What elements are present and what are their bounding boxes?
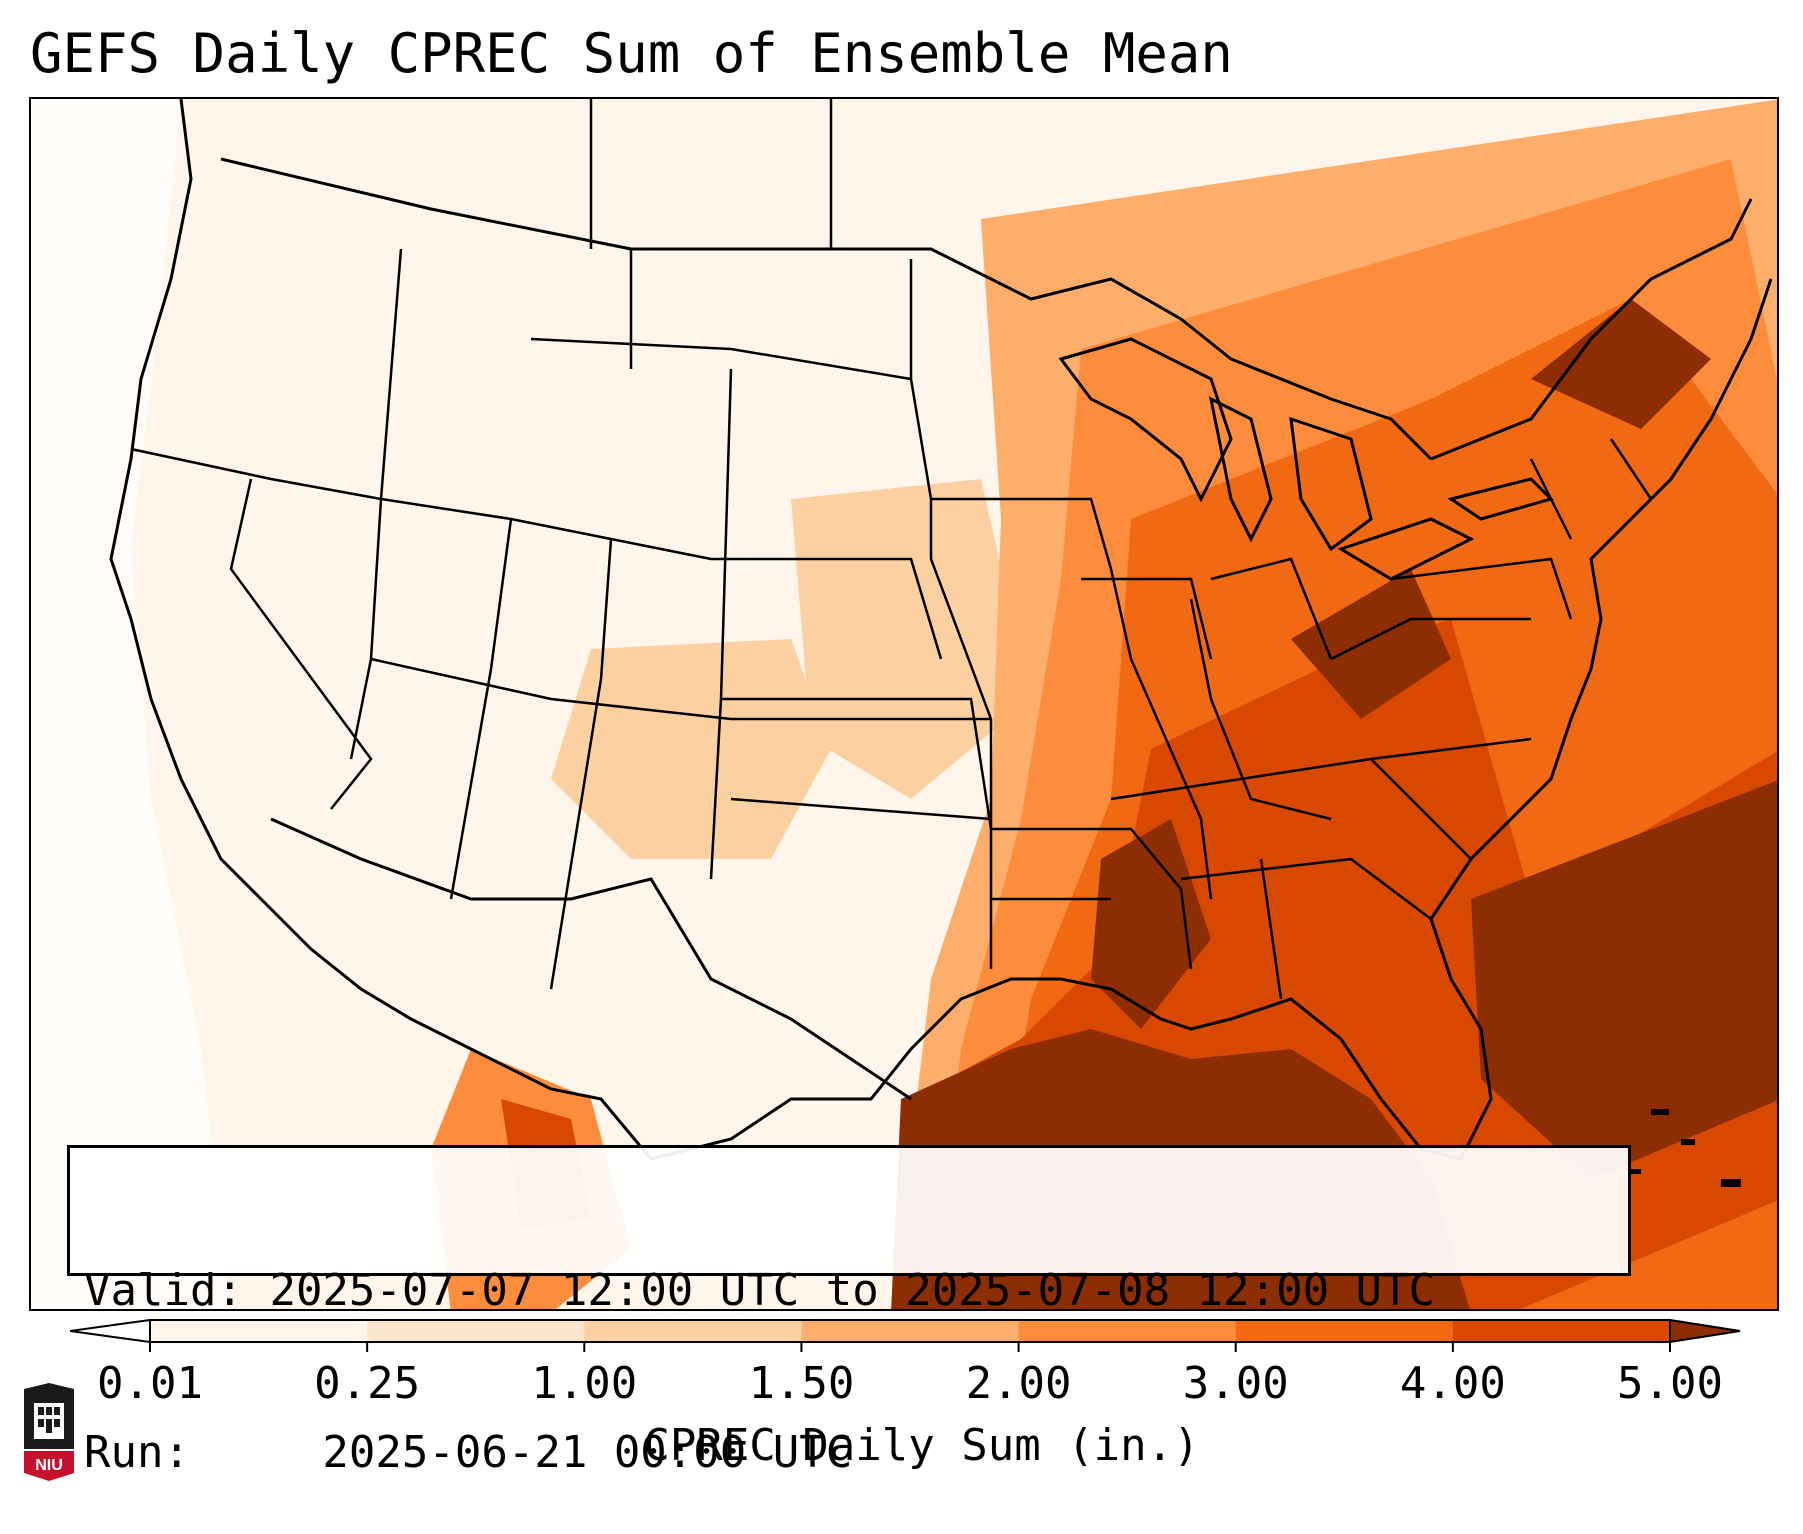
colorbar-segment <box>801 1320 1020 1342</box>
run-value: 2025-06-21 00:00 UTC <box>322 1427 853 1478</box>
run-label: Run: <box>84 1427 190 1478</box>
colorbar-segment <box>1452 1320 1671 1342</box>
colorbar-segment <box>150 1320 368 1342</box>
colorbar-segment <box>1018 1320 1237 1342</box>
colorbar-title: CPREC Daily Sum (in.) <box>643 1420 1200 1471</box>
colorbar-over-triangle <box>1669 1318 1741 1344</box>
colorbar-tick-label: 4.00 <box>1399 1358 1506 1409</box>
precip-mississippi-max <box>1091 819 1211 1029</box>
caribbean-islands <box>1631 1109 1741 1187</box>
valid-label: Valid: <box>84 1265 243 1316</box>
valid-line: Valid: 2025-07-07 12:00 UTC to 2025-07-0… <box>84 1264 1614 1318</box>
colorbar-tick-label: 5.00 <box>1617 1358 1723 1409</box>
figure-title: GEFS Daily CPREC Sum of Ensemble Mean <box>30 22 1233 85</box>
colorbar-tick-label: 2.00 <box>965 1358 1072 1409</box>
university-building-icon: NIU <box>24 1383 74 1481</box>
valid-run-info-box: Valid: 2025-07-07 12:00 UTC to 2025-07-0… <box>67 1145 1631 1478</box>
colorbar-under-triangle <box>70 1318 151 1344</box>
colorbar-tick-label: 0.25 <box>314 1358 421 1409</box>
colorbar-segment <box>584 1320 802 1342</box>
run-line: Run: 2025-06-21 00:00 UTC <box>84 1426 1614 1480</box>
colorbar <box>70 1318 1741 1352</box>
valid-value: 2025-07-07 12:00 UTC to 2025-07-08 12:00… <box>269 1265 1436 1316</box>
colorbar-outline <box>149 1319 1671 1343</box>
colorbar-segment <box>367 1320 585 1342</box>
precip-northeast-max <box>1531 299 1711 429</box>
precip-colorado-band <box>551 639 831 859</box>
precip-ohio-valley-max <box>1291 569 1451 719</box>
precip-pacific-low <box>31 99 231 1309</box>
precipitation-map <box>29 97 1779 1311</box>
colorbar-segment <box>1235 1320 1454 1342</box>
colorbar-tick-label: 1.00 <box>531 1358 638 1409</box>
precip-atlantic-max <box>1471 780 1777 1179</box>
colorbar-tick-label: 3.00 <box>1182 1358 1289 1409</box>
coastline-borders <box>109 99 1773 1161</box>
colorbar-tick-label: 0.01 <box>97 1358 203 1409</box>
logo-text: NIU <box>35 1457 63 1474</box>
map-svg <box>31 99 1777 1309</box>
colorbar-tick-label: 1.50 <box>748 1358 855 1409</box>
state-borders <box>130 99 1653 1000</box>
